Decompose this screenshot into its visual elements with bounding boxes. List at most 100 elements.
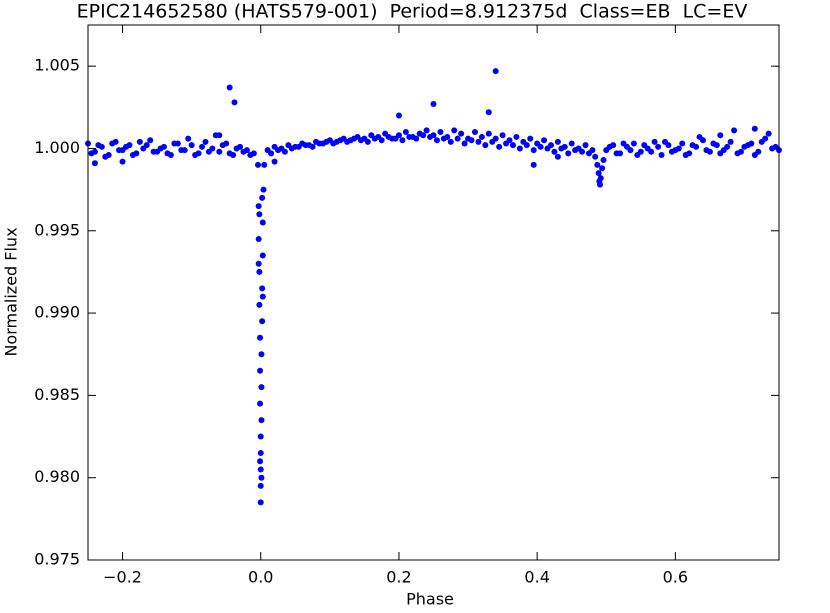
data-point — [395, 112, 402, 119]
data-point — [751, 152, 758, 159]
x-tick-label: −0.2 — [103, 568, 142, 587]
data-point — [231, 99, 238, 106]
data-point — [433, 137, 440, 144]
data-point — [271, 158, 278, 165]
data-point — [568, 140, 575, 147]
data-point — [281, 148, 288, 155]
data-point — [344, 138, 351, 145]
x-tick-label: 0.2 — [386, 568, 411, 587]
data-point — [572, 147, 579, 154]
data-point — [468, 137, 475, 144]
x-axis-label: Phase — [406, 590, 454, 609]
data-point — [255, 236, 262, 242]
data-point — [489, 138, 496, 145]
data-point — [257, 400, 264, 407]
data-point — [496, 143, 503, 150]
data-point — [717, 150, 724, 157]
data-point — [288, 145, 295, 152]
y-axis-label: Normalized Flux — [2, 227, 21, 356]
y-tick-label: 0.990 — [34, 303, 80, 322]
data-point — [259, 318, 266, 325]
data-point — [523, 142, 530, 149]
data-point — [437, 129, 444, 135]
data-point — [259, 219, 266, 226]
data-point — [275, 147, 282, 154]
data-point — [351, 135, 358, 142]
data-point — [744, 142, 751, 149]
data-point — [661, 138, 668, 145]
data-point — [579, 148, 586, 155]
data-point — [302, 142, 309, 149]
data-point — [440, 135, 447, 142]
data-point — [655, 143, 662, 150]
data-point — [751, 125, 758, 132]
data-point — [527, 135, 534, 142]
data-point — [378, 137, 385, 144]
data-point — [330, 140, 337, 147]
data-point — [696, 133, 703, 140]
y-tick-label: 0.985 — [34, 385, 80, 404]
y-tick-label: 0.980 — [34, 467, 80, 486]
data-point — [679, 140, 686, 147]
data-point — [503, 140, 510, 147]
data-point — [309, 143, 316, 150]
data-point — [471, 129, 478, 135]
data-point — [689, 142, 696, 149]
data-point — [261, 161, 268, 168]
data-point — [257, 450, 264, 456]
data-point — [710, 140, 717, 147]
data-point — [247, 152, 254, 159]
data-point — [226, 150, 233, 157]
data-point — [582, 142, 589, 149]
data-point — [157, 145, 164, 152]
data-point — [458, 130, 465, 137]
data-point — [256, 268, 263, 275]
data-point — [599, 165, 606, 172]
data-point — [516, 145, 523, 152]
data-point — [724, 143, 731, 150]
data-point — [295, 143, 302, 150]
data-point — [205, 148, 212, 155]
data-point — [88, 150, 95, 157]
data-point — [255, 203, 262, 210]
data-point — [627, 147, 634, 154]
data-point — [257, 466, 264, 473]
data-point — [537, 143, 544, 150]
data-point — [216, 132, 223, 139]
y-tick-label: 0.975 — [34, 550, 80, 569]
data-point — [482, 142, 489, 149]
data-point — [530, 161, 537, 168]
data-point — [597, 175, 604, 182]
data-point — [597, 181, 604, 188]
data-point — [109, 140, 116, 147]
data-point — [606, 143, 613, 150]
data-point — [509, 142, 516, 149]
x-tick-label: 0.0 — [248, 568, 273, 587]
data-point — [420, 132, 427, 139]
data-point — [199, 143, 206, 150]
data-point — [143, 142, 150, 149]
data-point — [95, 142, 102, 149]
data-point — [102, 153, 109, 160]
data-point — [648, 148, 655, 155]
data-point — [682, 152, 689, 159]
data-point — [451, 127, 458, 134]
data-point — [592, 153, 599, 160]
plot-frame — [87, 24, 780, 561]
data-point — [475, 138, 482, 145]
data-point — [268, 150, 275, 157]
data-point — [423, 127, 430, 134]
data-point — [717, 132, 724, 139]
data-point — [551, 148, 558, 155]
data-point — [202, 138, 209, 145]
data-point — [164, 150, 171, 157]
data-point — [651, 138, 658, 145]
data-point — [447, 138, 454, 145]
data-point — [499, 132, 506, 139]
data-point — [385, 133, 392, 140]
series — [85, 68, 782, 506]
data-point — [668, 148, 675, 155]
data-point — [772, 143, 779, 150]
data-point — [147, 137, 154, 144]
